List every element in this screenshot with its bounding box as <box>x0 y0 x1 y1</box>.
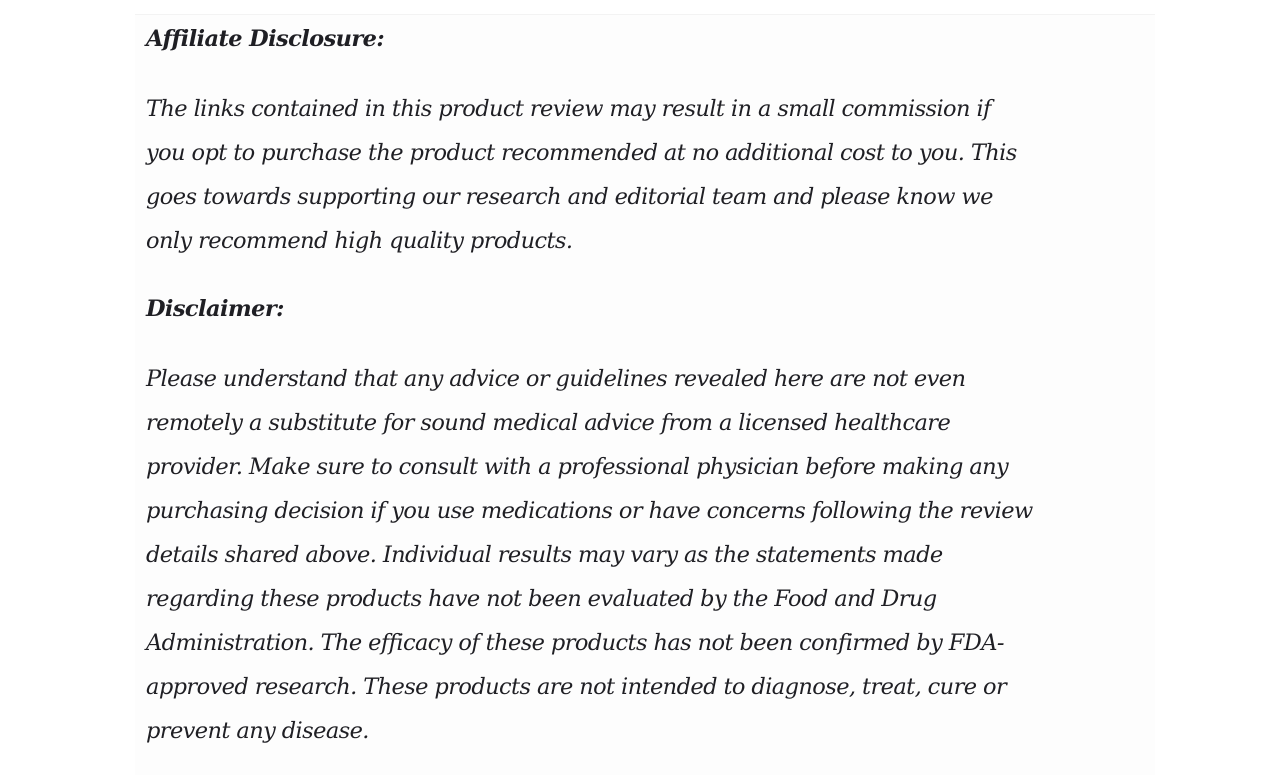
affiliate-text-line: The links contained in this product revi… <box>146 96 991 122</box>
disclaimer-text-line: purchasing decision if you use medicatio… <box>146 498 1033 524</box>
disclosure-panel <box>135 14 1155 775</box>
disclaimer-text-line: Please understand that any advice or gui… <box>146 366 966 392</box>
disclaimer-text-line: prevent any disease. <box>146 718 369 744</box>
affiliate-text-line: goes towards supporting our research and… <box>146 184 993 210</box>
disclaimer-text-line: provider. Make sure to consult with a pr… <box>146 454 1009 480</box>
affiliate-text-line: only recommend high quality products. <box>146 228 573 254</box>
affiliate-text-line: you opt to purchase the product recommen… <box>146 140 1017 166</box>
disclaimer-text-line: regarding these products have not been e… <box>146 586 937 612</box>
affiliate-disclosure-heading: Affiliate Disclosure: <box>146 26 385 52</box>
disclaimer-text-line: approved research. These products are no… <box>146 674 1007 700</box>
disclaimer-heading: Disclaimer: <box>146 296 284 322</box>
disclaimer-text-line: details shared above. Individual results… <box>146 542 943 568</box>
disclaimer-text-line: remotely a substitute for sound medical … <box>146 410 951 436</box>
disclaimer-text-line: Administration. The efficacy of these pr… <box>146 630 1004 656</box>
